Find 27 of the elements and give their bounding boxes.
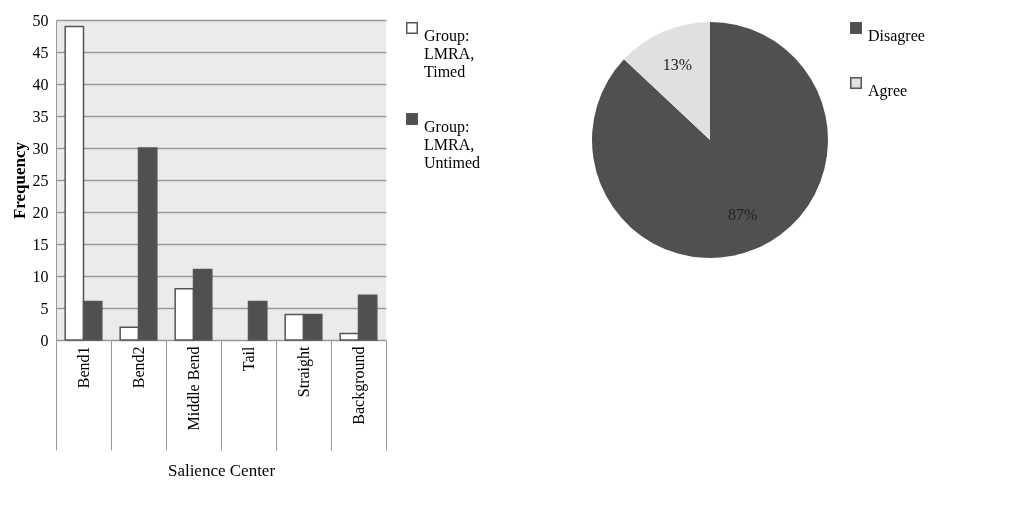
x-axis-title: Salience Center — [167, 461, 276, 480]
y-tick-label: 15 — [32, 235, 49, 253]
y-tick-label: 40 — [32, 75, 49, 93]
y-tick-label: 20 — [32, 203, 49, 221]
y-tick-label: 30 — [32, 139, 49, 157]
x-tick-label: Background — [350, 346, 368, 425]
y-tick-label: 10 — [32, 267, 49, 285]
pie-slice — [623, 22, 710, 140]
legend-label: Agree — [868, 82, 908, 100]
x-tick-label: Bend2 — [130, 346, 147, 389]
y-tick-label: 25 — [32, 171, 49, 189]
data-label: 13% — [662, 55, 693, 73]
x-tick-label: Bend1 — [75, 346, 92, 389]
y-tick-label: 35 — [32, 107, 49, 125]
y-tick-label: 0 — [40, 331, 49, 349]
y-axis-title: Frequency — [9, 141, 29, 220]
x-tick-label: Straight — [295, 345, 313, 398]
legend-label: Group: LMRA, Untimed — [424, 118, 480, 171]
bar — [247, 300, 268, 341]
legend-label: Group: LMRA, Timed — [424, 27, 475, 80]
legend-label: Disagree — [868, 27, 925, 45]
pie-slice — [592, 22, 828, 258]
y-tick-label: 45 — [32, 43, 49, 61]
y-tick-label: 50 — [32, 11, 49, 29]
y-tick-label: 5 — [40, 299, 49, 317]
x-tick-label: Middle Bend — [185, 346, 202, 431]
x-tick-label: Tail — [240, 345, 257, 372]
